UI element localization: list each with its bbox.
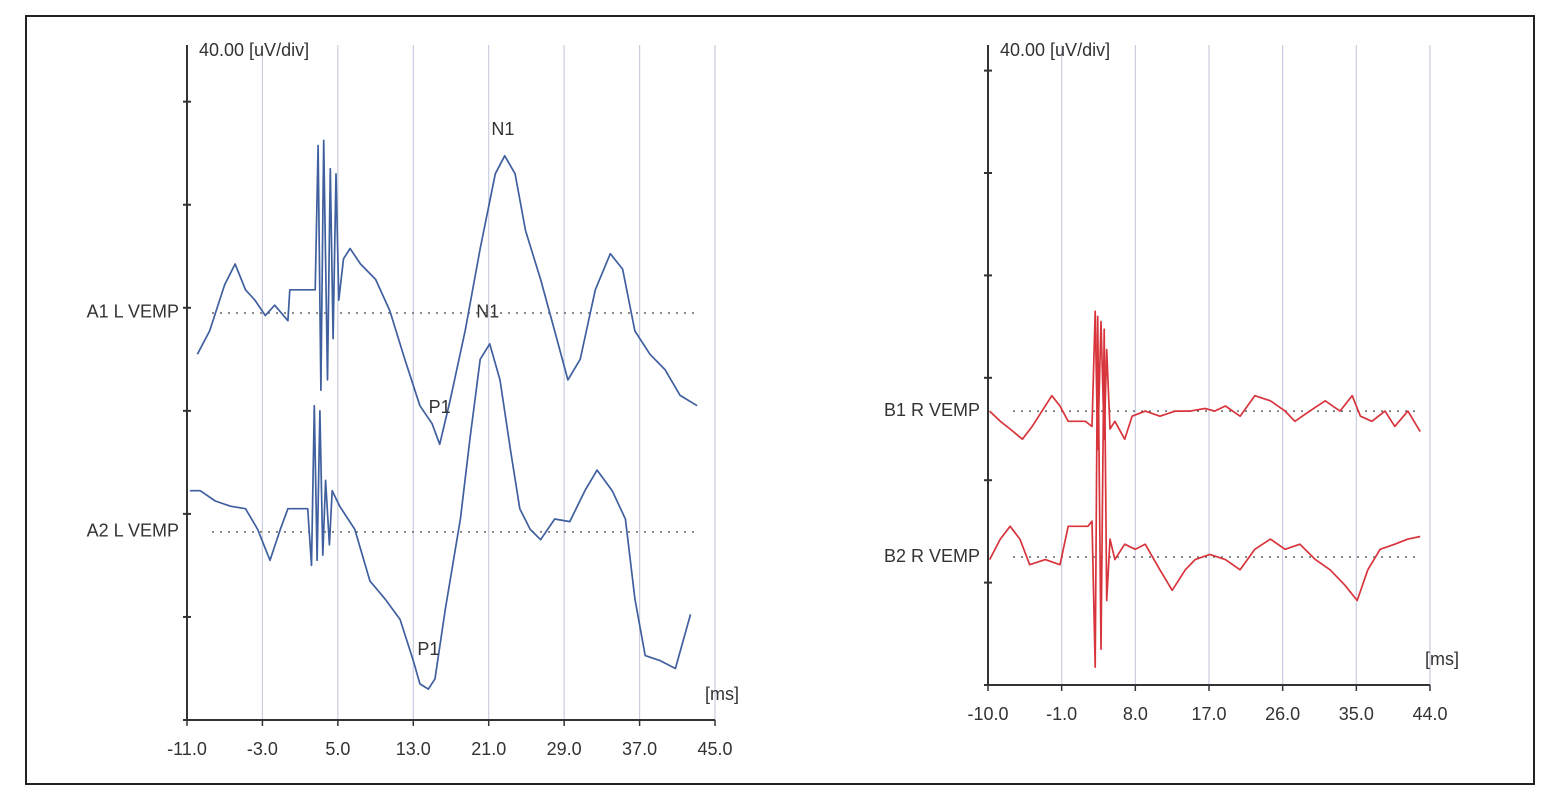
x-tick-label: 17.0 (1191, 704, 1226, 724)
x-tick-label: -1.0 (1046, 704, 1077, 724)
trace (988, 315, 1421, 668)
trace (989, 310, 1421, 451)
x-unit: [ms] (1425, 649, 1459, 669)
x-tick-label: 8.0 (1123, 704, 1148, 724)
scale-label: 40.00 [uV/div] (1000, 40, 1110, 60)
series-label: A2 L VEMP (87, 521, 179, 541)
x-tick-label: -11.0 (167, 739, 207, 759)
annotation: N1 (476, 302, 499, 322)
x-tick-label: 29.0 (547, 739, 582, 759)
annotation: P1 (417, 639, 439, 659)
x-unit: [ms] (705, 684, 739, 704)
annotation: P1 (429, 397, 451, 417)
x-tick-label: -3.0 (247, 739, 278, 759)
frame (25, 15, 1535, 785)
x-tick-label: 35.0 (1339, 704, 1374, 724)
trace (189, 343, 692, 690)
x-tick-label: 13.0 (396, 739, 431, 759)
x-tick-label: 21.0 (471, 739, 506, 759)
x-tick-label: 44.0 (1412, 704, 1447, 724)
scale-label: 40.00 [uV/div] (199, 40, 309, 60)
series-label: B2 R VEMP (884, 546, 980, 566)
series-label: B1 R VEMP (884, 400, 980, 420)
x-tick-label: -10.0 (967, 704, 1008, 724)
series-label: A1 L VEMP (87, 302, 179, 322)
x-tick-label: 45.0 (697, 739, 732, 759)
trace (196, 139, 698, 446)
annotation: N1 (491, 119, 514, 139)
x-tick-label: 5.0 (325, 739, 350, 759)
x-tick-label: 37.0 (622, 739, 657, 759)
x-tick-label: 26.0 (1265, 704, 1300, 724)
